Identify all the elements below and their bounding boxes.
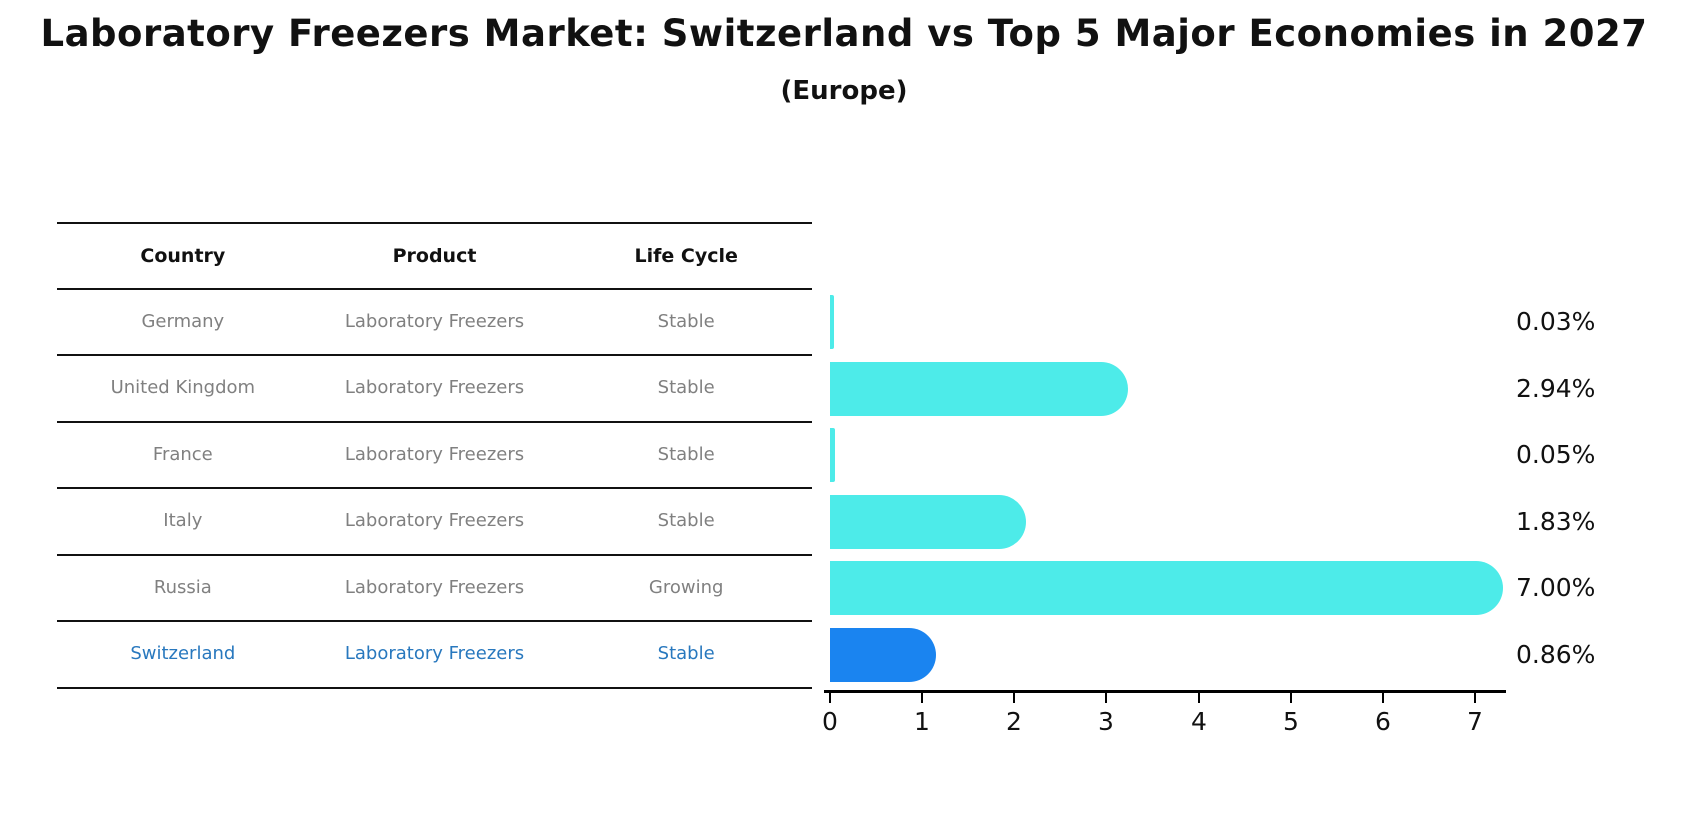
country-cell: Italy [163,510,203,531]
value-label-france: 0.05% [1516,440,1596,469]
bar-russia [830,561,1503,615]
life-cycle-cell: Stable [657,311,715,332]
life-cycle-cell: Stable [657,444,715,465]
x-axis-tick-label: 0 [822,707,838,736]
bar-france [830,428,835,482]
chart-subtitle: (Europe) [780,76,908,106]
table-row-russia: Russia Laboratory Freezers Growing [57,575,812,601]
x-axis-tick-label: 3 [1098,707,1114,736]
life-cycle-cell: Stable [657,377,715,398]
country-cell: France [152,444,213,465]
x-axis-tick-label: 2 [1006,707,1022,736]
table-row-rule [57,620,812,622]
table-bottom-rule [57,687,812,689]
product-cell: Laboratory Freezers [344,311,525,332]
bar-united-kingdom [830,362,1129,416]
country-cell: Russia [153,577,212,598]
value-label-united-kingdom: 2.94% [1516,374,1596,403]
table-row-rule [57,487,812,489]
value-label-germany: 0.03% [1516,307,1596,336]
table-top-rule [57,222,812,224]
x-axis-tickmark [829,693,831,703]
x-axis-tickmark [1382,693,1384,703]
x-axis-tick-label: 6 [1375,707,1391,736]
x-axis-tickmark [1198,693,1200,703]
life-cycle-cell: Stable [657,643,715,664]
bar-italy [830,495,1026,549]
product-cell: Laboratory Freezers [344,444,525,465]
bar-germany [830,295,834,349]
table-row-united-kingdom: United Kingdom Laboratory Freezers Stabl… [57,375,812,401]
x-axis-tickmark [1290,693,1292,703]
value-label-italy: 1.83% [1516,507,1596,536]
x-axis-tickmark [921,693,923,703]
table-row-switzerland: Switzerland Laboratory Freezers Stable [57,641,812,667]
column-header-life-cycle: Life Cycle [634,245,738,267]
country-cell: United Kingdom [110,377,256,398]
value-label-russia: 7.00% [1516,573,1596,602]
table-header-rule [57,288,812,290]
table-row-rule [57,354,812,356]
product-cell: Laboratory Freezers [344,643,525,664]
x-axis-tick-label: 1 [914,707,930,736]
table-row-rule [57,554,812,556]
life-cycle-cell: Growing [648,577,724,598]
product-cell: Laboratory Freezers [344,510,525,531]
x-axis-tick-label: 7 [1467,707,1483,736]
x-axis-tickmark [1013,693,1015,703]
table-header-row: Country Product Life Cycle [57,242,812,270]
table-row-italy: Italy Laboratory Freezers Stable [57,508,812,534]
x-axis-tick-label: 5 [1283,707,1299,736]
product-cell: Laboratory Freezers [344,377,525,398]
x-axis-tick-label: 4 [1191,707,1207,736]
country-cell: Switzerland [130,643,236,664]
table-row-germany: Germany Laboratory Freezers Stable [57,309,812,335]
x-axis-line [824,690,1506,693]
x-axis-tickmark [1474,693,1476,703]
country-cell: Germany [141,311,225,332]
value-label-switzerland: 0.86% [1516,640,1596,669]
column-header-product: Product [392,245,477,267]
table-row-france: France Laboratory Freezers Stable [57,442,812,468]
table-row-rule [57,421,812,423]
x-axis-tickmark [1105,693,1107,703]
bar-switzerland-highlighted [830,628,937,682]
product-cell: Laboratory Freezers [344,577,525,598]
column-header-country: Country [140,245,226,267]
life-cycle-cell: Stable [657,510,715,531]
chart-title: Laboratory Freezers Market: Switzerland … [40,12,1648,55]
